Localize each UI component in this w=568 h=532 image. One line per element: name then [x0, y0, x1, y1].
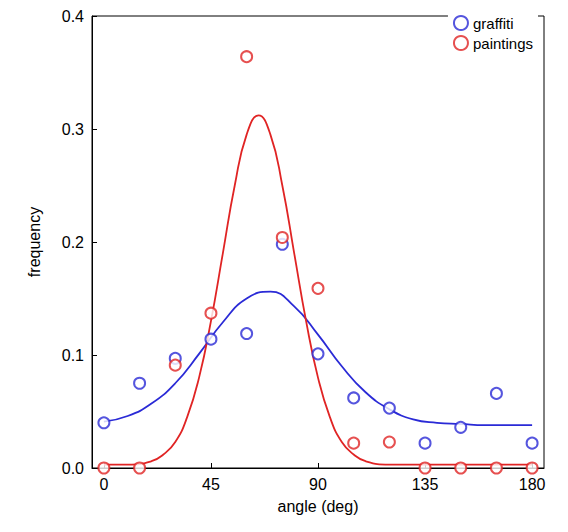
svg-text:135: 135: [412, 476, 439, 493]
svg-text:0.2: 0.2: [62, 234, 84, 251]
svg-text:paintings: paintings: [473, 35, 533, 52]
svg-text:45: 45: [202, 476, 220, 493]
svg-text:0.3: 0.3: [62, 121, 84, 138]
svg-text:graffiti: graffiti: [473, 15, 514, 32]
svg-text:0.1: 0.1: [62, 347, 84, 364]
svg-text:angle (deg): angle (deg): [278, 498, 359, 515]
svg-text:180: 180: [519, 476, 546, 493]
svg-text:0: 0: [99, 476, 108, 493]
svg-text:90: 90: [309, 476, 327, 493]
svg-text:0.0: 0.0: [62, 460, 84, 477]
svg-text:0.4: 0.4: [62, 8, 84, 25]
svg-text:frequency: frequency: [26, 207, 43, 277]
